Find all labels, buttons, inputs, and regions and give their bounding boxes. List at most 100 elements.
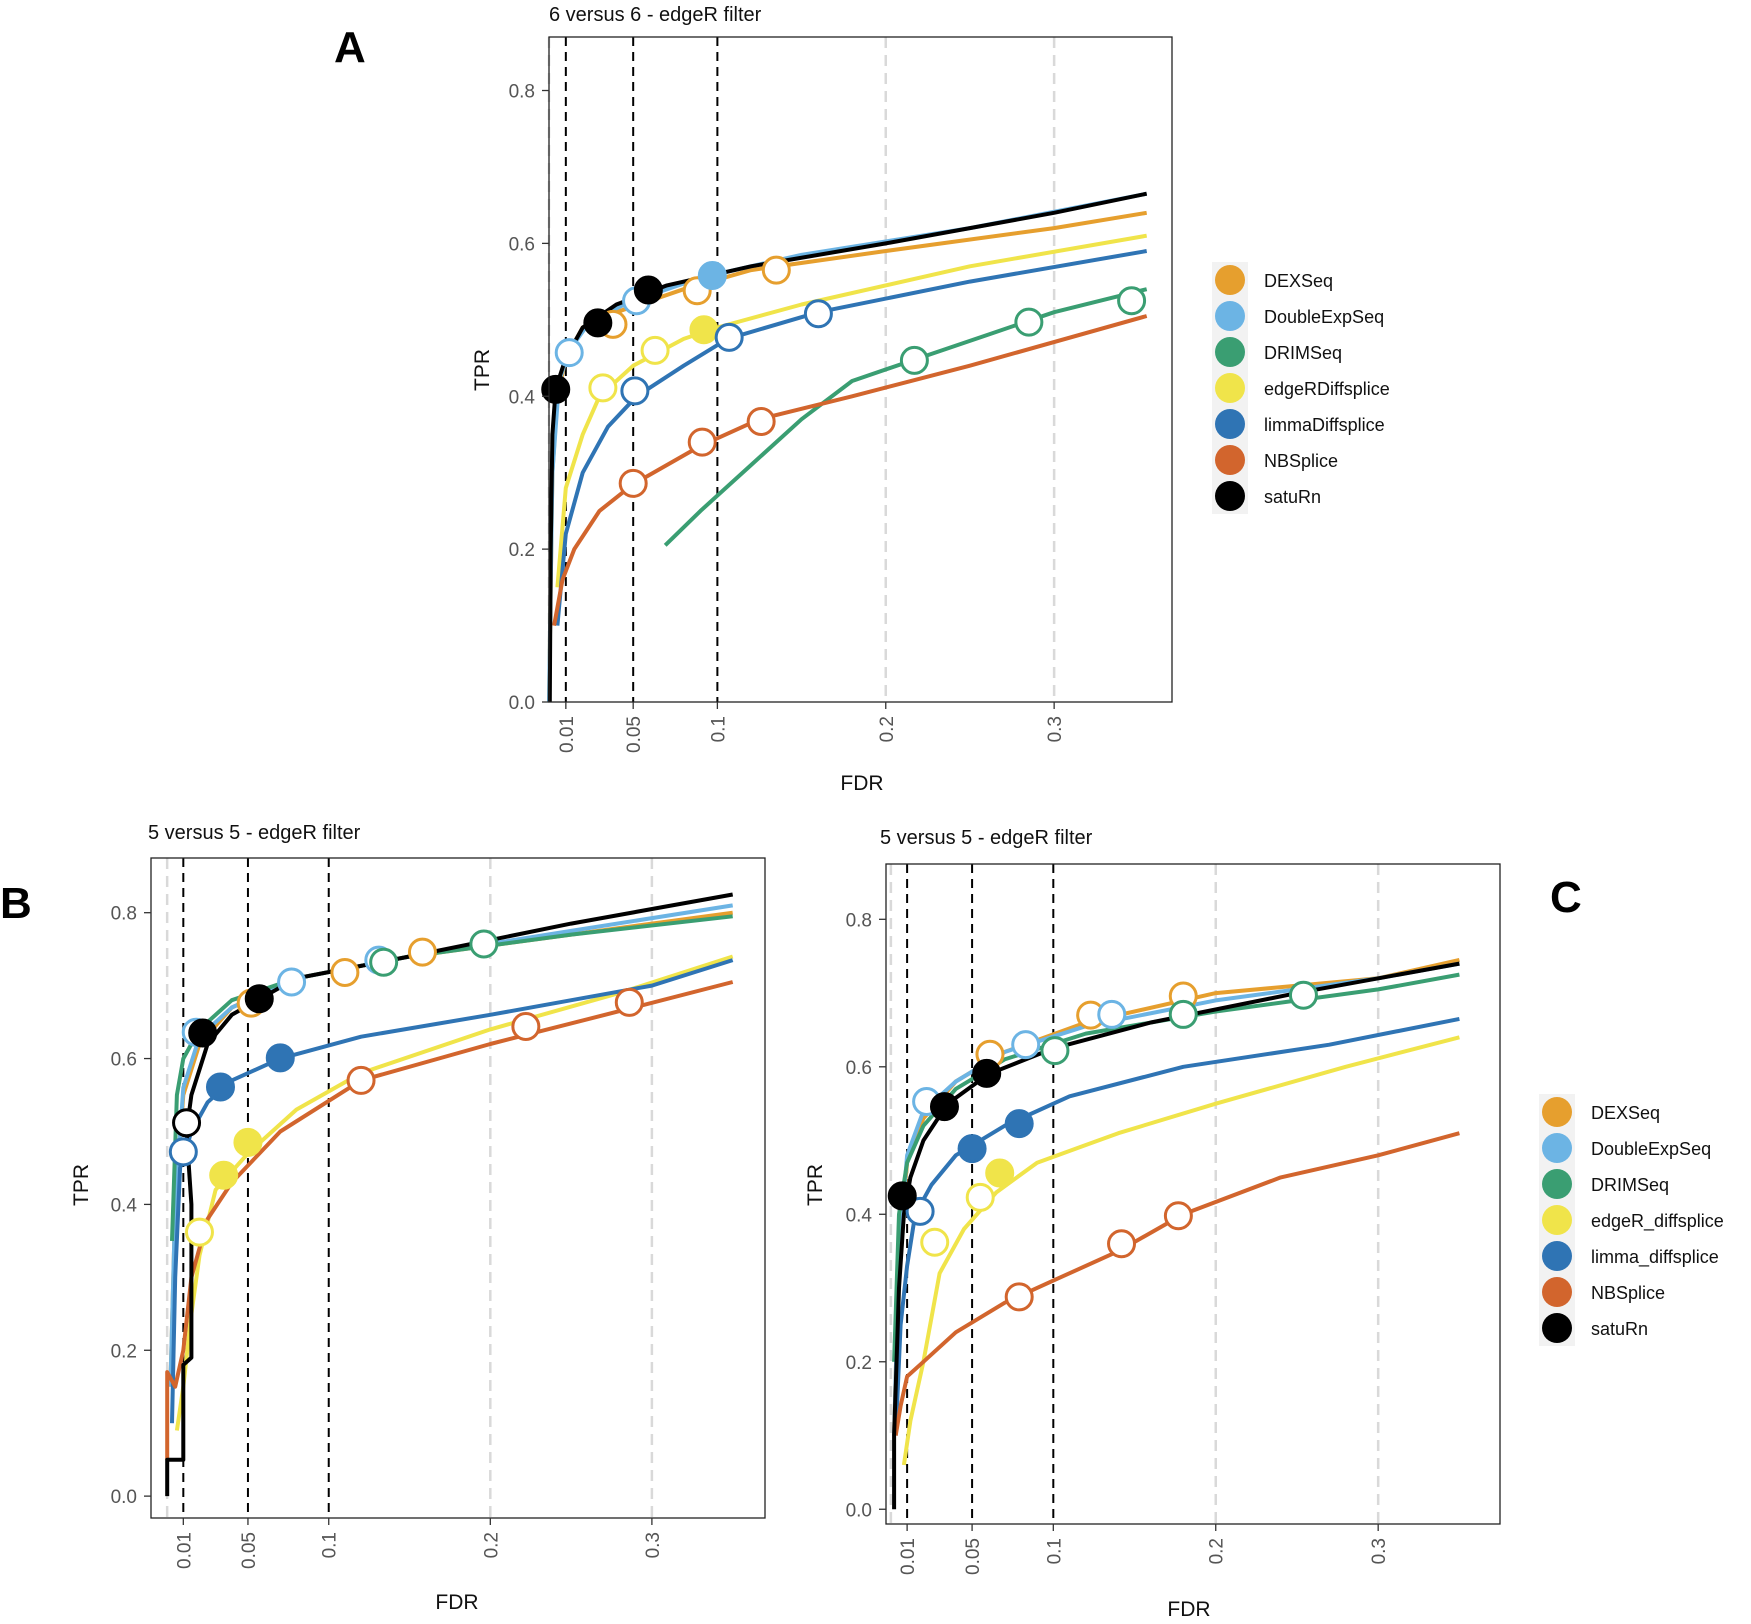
chart-c-threshold-point	[920, 1227, 950, 1257]
chart-c-x-tick-label: 0.1	[1044, 1538, 1065, 1564]
chart-a-threshold-point	[1014, 307, 1044, 337]
chart-b-panel-border	[150, 857, 766, 1519]
chart-c-threshold-point	[929, 1092, 959, 1122]
chart-b-series-line	[170, 914, 733, 1241]
chart-a-legend-swatch	[1215, 301, 1245, 331]
chart-a-series-line	[547, 191, 1148, 703]
chart-c-x-axis-title: FDR	[1167, 1598, 1210, 1619]
chart-a-legend: DEXSeq DoubleExpSeq DRIMSeq edgeRDiffsplice…	[1212, 262, 1390, 514]
chart-b-threshold-point	[168, 1137, 198, 1167]
chart-b-series-line	[170, 958, 734, 1424]
chart-a-legend-swatch	[1215, 337, 1245, 367]
chart-b-x-tick-label: 0.01	[174, 1532, 195, 1569]
chart-b-x-tick-label: 0.3	[643, 1532, 664, 1558]
chart-a-x-tick-label: 0.2	[877, 716, 898, 742]
chart-a-legend-label: NBSplice	[1264, 451, 1338, 471]
chart-a-x-tick-label: 0.3	[1045, 716, 1066, 742]
chart-b-title: 5 versus 5 - edgeR filter	[148, 822, 361, 844]
chart-b-threshold-point	[209, 1160, 239, 1190]
chart-c-threshold-point	[985, 1158, 1015, 1188]
chart-b-threshold-point	[172, 1108, 202, 1138]
chart-c-legend-swatch	[1542, 1277, 1572, 1307]
chart-a-series-line	[552, 314, 1148, 626]
chart-c-threshold-point	[972, 1058, 1002, 1088]
chart-panel-b: 5 versus 5 - edgeR filter 0.0 0.2 0.4 0.6 0.…	[70, 822, 766, 1614]
chart-b-y-tick-label: 0.2	[111, 1341, 137, 1362]
chart-a-y-tick-label: 0.6	[509, 234, 535, 255]
chart-a-title: 6 versus 6 - edgeR filter	[549, 4, 762, 26]
chart-a-x-tick-label: 0.05	[624, 716, 645, 753]
chart-a-legend-label: limmaDiffsplice	[1264, 415, 1385, 435]
chart-c-series-line	[892, 972, 1460, 1362]
chart-c-legend-swatch	[1542, 1169, 1572, 1199]
chart-a-threshold-point	[899, 345, 929, 375]
chart-a-threshold-point	[746, 406, 776, 436]
panel-letter-b: B	[0, 879, 32, 928]
chart-a-threshold-point	[687, 427, 717, 457]
chart-a-threshold-point	[554, 338, 584, 368]
chart-c-x-tick-label: 0.05	[963, 1538, 984, 1575]
chart-c-series-line	[893, 1016, 1460, 1436]
chart-c-legend-swatch	[1542, 1241, 1572, 1271]
chart-b-x-axis-title: FDR	[435, 1591, 478, 1614]
chart-a-panel-border	[548, 36, 1173, 703]
chart-c-threshold-point	[1163, 1201, 1193, 1231]
chart-b-threshold-point	[233, 1127, 263, 1157]
chart-a-threshold-point	[618, 468, 648, 498]
chart-a-legend-swatch	[1215, 265, 1245, 295]
chart-a-threshold-point	[761, 255, 791, 285]
chart-b-threshold-point	[188, 1018, 218, 1048]
chart-c-threshold-point	[965, 1182, 995, 1212]
chart-b-x-tick-label: 0.2	[481, 1532, 502, 1558]
chart-a-legend-label: DEXSeq	[1264, 271, 1333, 291]
chart-b-y-axis-title: TPR	[70, 1164, 93, 1206]
chart-a-y-tick-label: 0.4	[509, 387, 536, 408]
chart-panel-c: 5 versus 5 - edgeR filter 0.0 0.2 0.4 0.6 0.…	[804, 827, 1724, 1621]
chart-a-legend-label: DRIMSeq	[1264, 343, 1342, 363]
chart-a-legend-label: edgeRDiffsplice	[1264, 379, 1390, 399]
chart-b-y-tick-label: 0.0	[111, 1487, 137, 1508]
chart-b-threshold-point	[277, 967, 307, 997]
chart-b-threshold-point	[469, 929, 499, 959]
chart-c-threshold-point	[1011, 1030, 1041, 1060]
chart-c-threshold-point	[1168, 999, 1198, 1029]
chart-c-panel-border	[885, 863, 1501, 1525]
chart-b-series-line	[174, 954, 734, 1431]
chart-c-threshold-point	[887, 1181, 917, 1211]
chart-b-series-line	[168, 903, 734, 1387]
chart-a-y-tick-label: 0.2	[509, 540, 535, 561]
chart-b-series-line	[165, 980, 734, 1460]
chart-a-legend-swatch	[1215, 445, 1245, 475]
chart-c-threshold-point	[1004, 1282, 1034, 1312]
chart-a-threshold-point	[620, 376, 650, 406]
chart-c-legend-swatch	[1542, 1097, 1572, 1127]
chart-b-y-tick-label: 0.6	[111, 1050, 137, 1071]
chart-b-threshold-point	[369, 947, 399, 977]
chart-c-title: 5 versus 5 - edgeR filter	[880, 827, 1093, 849]
chart-c-y-tick-label: 0.0	[846, 1500, 872, 1521]
chart-b-threshold-point	[407, 937, 437, 967]
chart-a-y-axis-title: TPR	[471, 349, 494, 391]
chart-a-threshold-point	[633, 275, 663, 305]
chart-a-x-tick-label: 0.01	[557, 716, 578, 753]
chart-a-threshold-point	[803, 299, 833, 329]
chart-b-y-tick-label: 0.4	[111, 1195, 138, 1216]
chart-b-threshold-point	[244, 984, 274, 1014]
chart-b-threshold-point	[330, 957, 360, 987]
chart-a-threshold-point	[697, 260, 727, 290]
chart-c-x-tick-label: 0.01	[898, 1538, 919, 1575]
chart-c-threshold-point	[957, 1134, 987, 1164]
panel-letter-a: A	[334, 23, 366, 72]
chart-a-legend-swatch	[1215, 409, 1245, 439]
chart-a-x-axis-title: FDR	[840, 772, 883, 795]
chart-c-threshold-point	[1097, 999, 1127, 1029]
chart-b-threshold-point	[205, 1072, 235, 1102]
chart-c-legend-label: DoubleExpSeq	[1591, 1139, 1711, 1159]
chart-c-threshold-point	[1107, 1229, 1137, 1259]
chart-c-y-tick-label: 0.8	[846, 910, 872, 931]
chart-c-legend-swatch	[1542, 1133, 1572, 1163]
chart-c-y-tick-label: 0.6	[846, 1058, 872, 1079]
chart-c-threshold-point	[1040, 1036, 1070, 1066]
chart-a-threshold-point	[583, 308, 613, 338]
